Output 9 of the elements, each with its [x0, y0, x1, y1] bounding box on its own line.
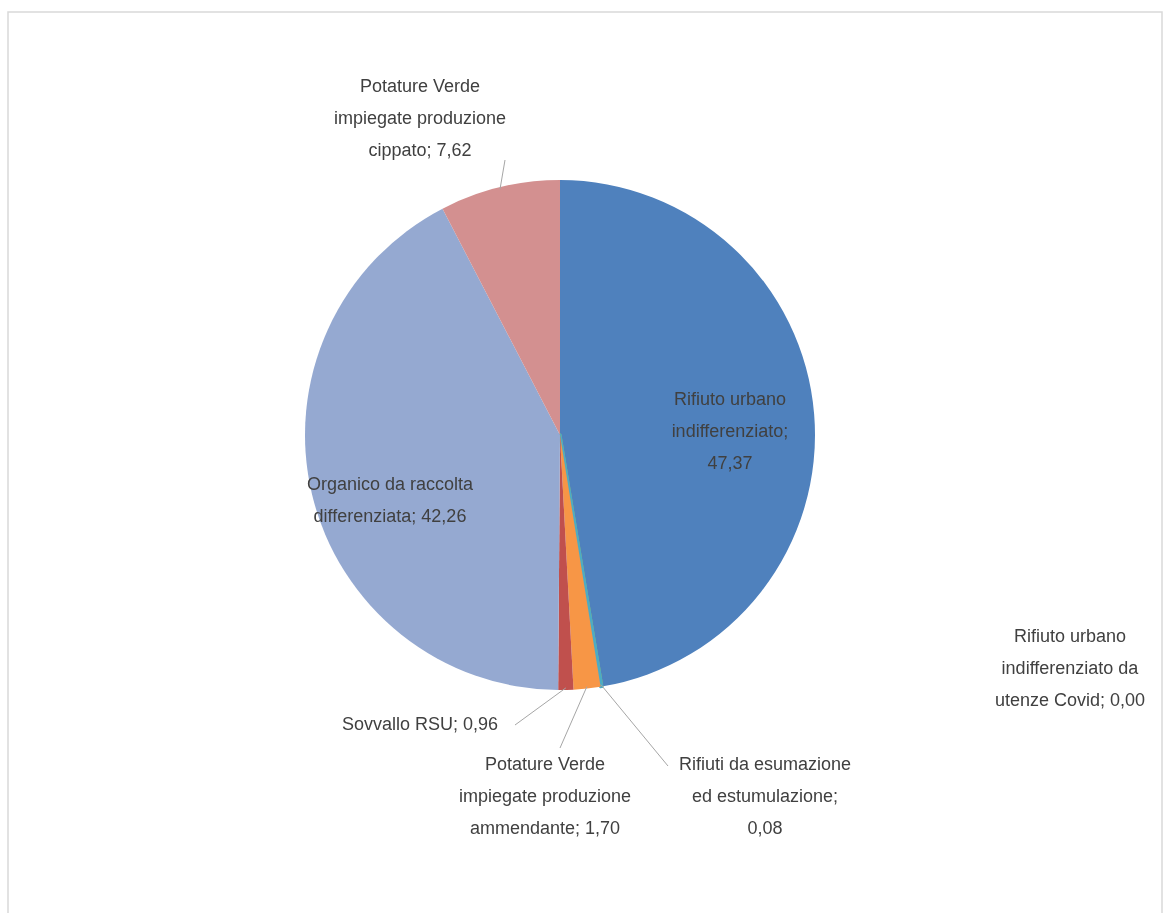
- slice-label: Rifiuto urbano indifferenziato; 47,37: [671, 389, 789, 473]
- slice-label: Rifiuti da esumazione ed estumulazione; 0,08: [678, 754, 852, 838]
- pie-slice: [305, 208, 560, 690]
- slice-label: Potature Verde impiegate produzione ammendante; 1,70: [458, 754, 632, 838]
- category-label: Rifiuto urbano indifferenziato da utenze Covid; 0,00: [994, 626, 1146, 710]
- pie-slice: [442, 180, 560, 435]
- slice-label: Sovvallo RSU; 0,96: [341, 714, 499, 734]
- slice-label: Potature Verde impiegate produzione cippato; 7,62: [333, 76, 507, 160]
- pie-slice: [560, 180, 815, 687]
